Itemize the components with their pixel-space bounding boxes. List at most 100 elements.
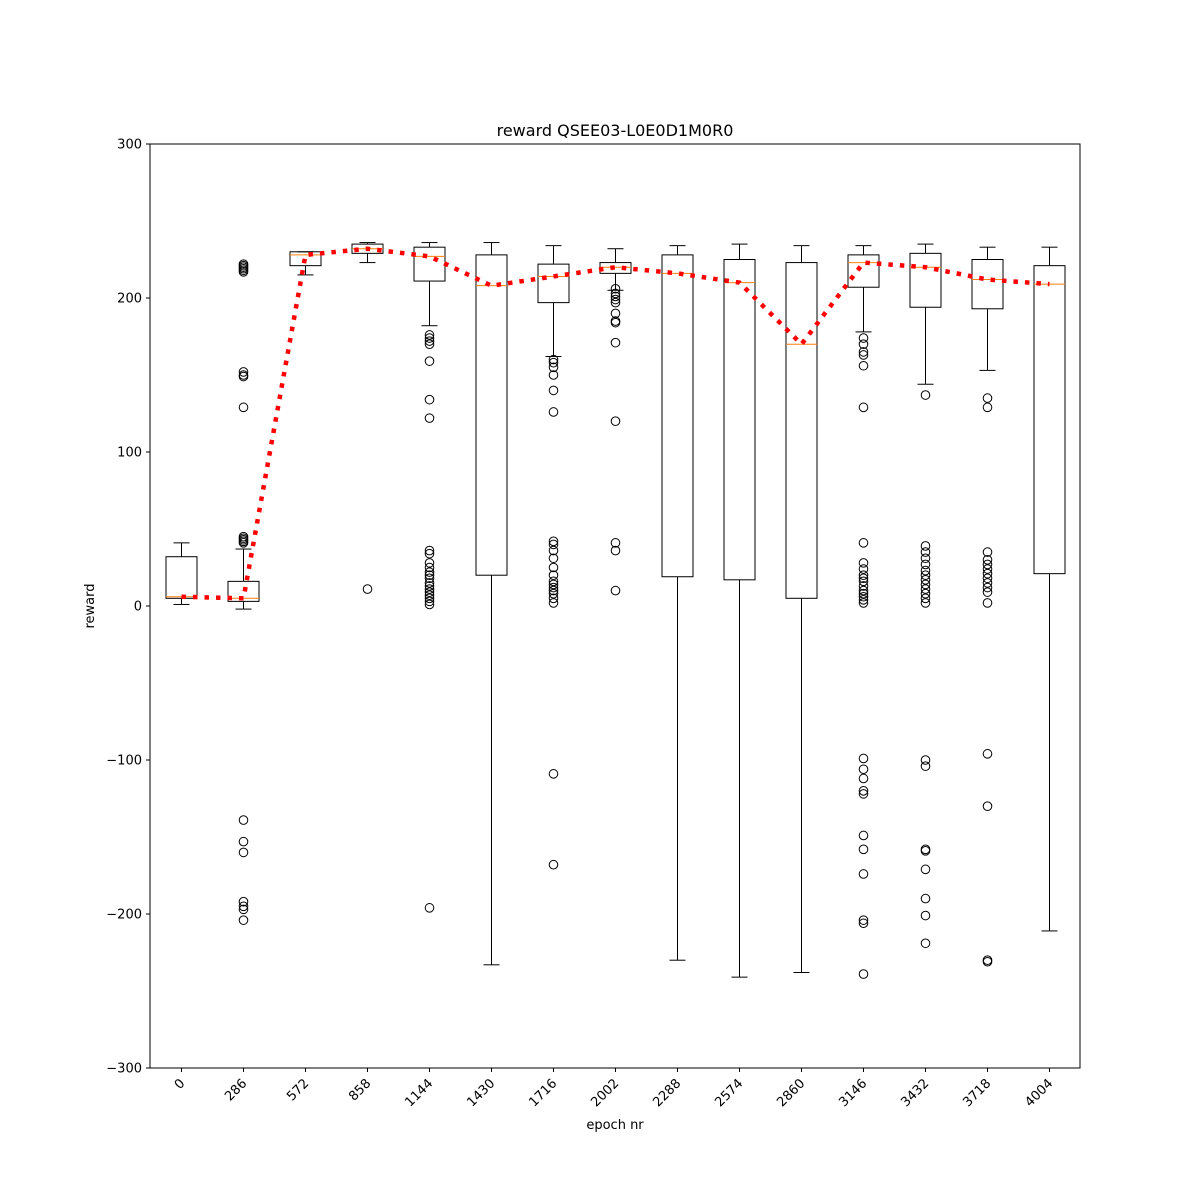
outlier-point — [982, 402, 993, 413]
outlier-point — [424, 333, 435, 343]
outlier-point — [238, 367, 249, 377]
outlier-point — [610, 308, 621, 319]
box — [661, 254, 694, 578]
outlier-point — [362, 584, 373, 594]
outlier-point — [920, 575, 931, 585]
outlier-point — [424, 336, 435, 346]
outlier-point — [982, 578, 993, 588]
outlier-point — [982, 393, 993, 403]
outlier-point — [982, 598, 993, 608]
outlier-point — [610, 283, 621, 294]
outlier-point — [238, 815, 249, 825]
outlier-point — [858, 339, 869, 350]
outlier-point — [982, 801, 993, 812]
chart-title: reward QSEE03-L0E0D1M0R0 — [497, 121, 734, 140]
outlier-point — [982, 573, 993, 584]
box — [723, 259, 756, 581]
outlier-point — [858, 844, 869, 855]
outlier-point — [858, 360, 869, 371]
outlier-point — [920, 541, 931, 551]
box — [227, 580, 260, 602]
outlier-point — [424, 562, 435, 573]
outlier-point — [548, 588, 559, 599]
box-group-2002 — [599, 248, 632, 596]
outlier-point — [858, 558, 869, 568]
outlier-point — [920, 588, 931, 599]
outlier-point — [424, 413, 435, 423]
outlier-point — [858, 573, 869, 584]
box — [1033, 265, 1066, 575]
outlier-point — [424, 596, 435, 607]
outlier-point — [982, 555, 993, 565]
outlier-point — [424, 584, 435, 594]
outlier-point — [858, 789, 869, 799]
outlier-point — [610, 416, 621, 427]
box-group-1430 — [475, 242, 508, 966]
outlier-point — [424, 330, 435, 340]
outlier-point — [424, 339, 435, 350]
outlier-point — [238, 267, 249, 277]
box-group-3718 — [971, 246, 1004, 967]
outlier-point — [238, 836, 249, 847]
outlier-point — [238, 847, 249, 858]
outlier-point — [238, 904, 249, 915]
outlier-point — [610, 538, 621, 548]
outlier-point — [982, 564, 993, 574]
outlier-point — [858, 786, 869, 796]
outlier-point — [548, 539, 559, 550]
box — [475, 254, 508, 576]
outlier-point — [238, 371, 249, 382]
outlier-point — [982, 749, 993, 759]
outlier-point — [548, 593, 559, 604]
outlier-point — [548, 362, 559, 373]
outlier-point — [858, 570, 869, 581]
outlier-point — [610, 585, 621, 596]
outlier-point — [858, 347, 869, 357]
outlier-point — [920, 559, 931, 570]
outlier-point — [424, 599, 435, 610]
outlier-point — [858, 918, 869, 929]
outlier-point — [920, 846, 931, 856]
outlier-point — [858, 753, 869, 764]
outlier-point — [858, 915, 869, 925]
outlier-point — [920, 390, 931, 400]
outlier-point — [548, 585, 559, 596]
outlier-point — [858, 588, 869, 599]
y-tick-label: −100 — [106, 754, 142, 769]
outlier-point — [238, 402, 249, 413]
box — [537, 263, 570, 304]
outlier-point — [920, 547, 931, 557]
outlier-point — [610, 288, 621, 299]
y-tick-label: −200 — [106, 908, 142, 923]
outlier-point — [920, 864, 931, 875]
y-tick-label: 200 — [117, 292, 142, 307]
y-axis-label: reward — [83, 583, 98, 628]
outlier-point — [858, 773, 869, 784]
outlier-point — [424, 356, 435, 366]
outlier-point — [424, 545, 435, 556]
box — [909, 252, 942, 308]
y-tick-label: −300 — [106, 1062, 142, 1077]
outlier-point — [424, 548, 435, 559]
outlier-point — [610, 317, 621, 328]
outlier-point — [548, 357, 559, 368]
outlier-point — [858, 585, 869, 596]
y-tick-label: 100 — [117, 446, 142, 461]
outlier-point — [858, 764, 869, 775]
outlier-point — [920, 893, 931, 904]
outlier-point — [424, 578, 435, 588]
outlier-point — [424, 394, 435, 405]
box-group-572 — [289, 251, 322, 276]
outlier-point — [982, 587, 993, 597]
outlier-point — [610, 291, 621, 302]
outlier-point — [424, 570, 435, 581]
outlier-point — [858, 581, 869, 591]
outlier-point — [238, 915, 249, 925]
plot-layer — [165, 242, 1066, 979]
box-group-2860 — [785, 245, 818, 974]
outlier-point — [858, 576, 869, 587]
outlier-point — [920, 570, 931, 581]
box-group-3146 — [847, 245, 880, 979]
box — [847, 254, 880, 288]
outlier-point — [920, 553, 931, 564]
